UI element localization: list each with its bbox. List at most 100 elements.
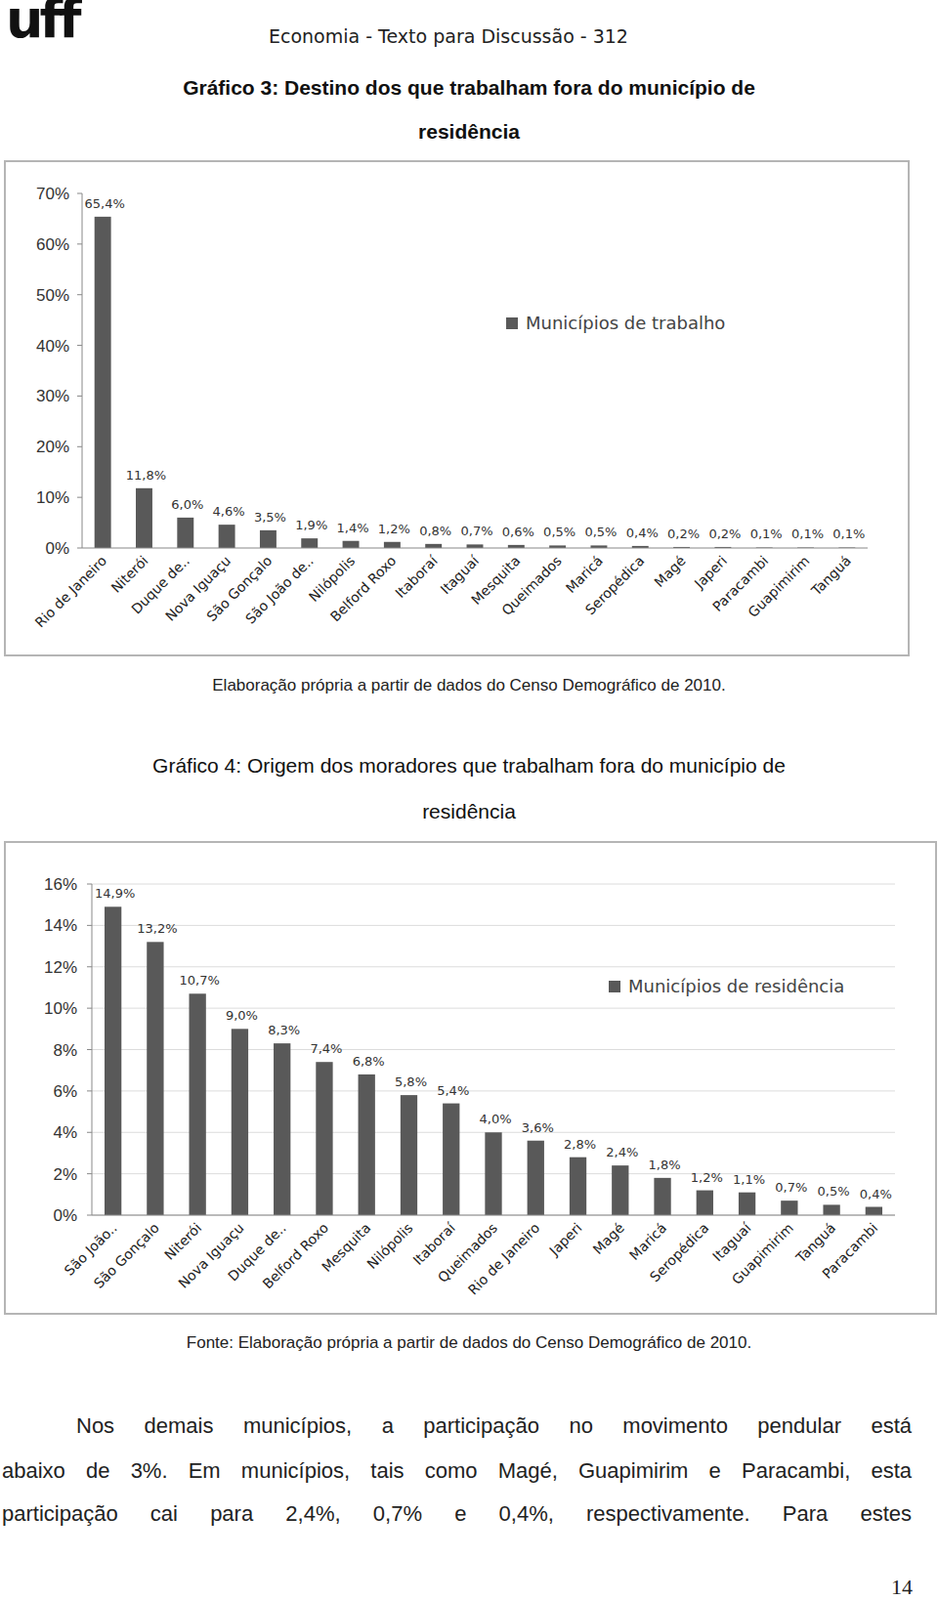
bar (442, 1104, 460, 1216)
category-label: Itaboraí (391, 552, 441, 601)
data-label: 1,9% (295, 517, 328, 533)
data-label: 0,4% (626, 525, 659, 541)
data-label: 0,1% (750, 526, 783, 542)
bar (104, 906, 122, 1216)
category-label: Belford Roxo (327, 553, 400, 626)
bar (611, 1165, 629, 1216)
data-label: 0,2% (667, 526, 700, 542)
tick-label: 10% (36, 488, 70, 508)
tick-mark (86, 1049, 92, 1051)
bar (822, 1204, 840, 1216)
data-label: 1,1% (732, 1172, 766, 1188)
data-label: 0,2% (708, 526, 741, 542)
tick-label: 20% (36, 437, 70, 457)
chart-frame (4, 842, 937, 1315)
tick-label: 8% (52, 1041, 78, 1061)
legend-swatch (506, 317, 518, 330)
bar (358, 1074, 376, 1216)
data-label: 8,3% (267, 1023, 300, 1038)
bar (315, 1062, 333, 1216)
tick-label: 16% (43, 875, 78, 895)
data-label: 4,0% (478, 1111, 512, 1127)
tick-mark (86, 1132, 92, 1134)
tick-mark (77, 548, 83, 550)
tick-mark (77, 243, 83, 245)
data-label: 2,8% (563, 1137, 597, 1152)
bar (865, 1207, 883, 1216)
category-label: Mesquita (318, 1220, 374, 1276)
tick-mark (77, 395, 83, 397)
data-label: 1,8% (648, 1157, 682, 1173)
data-label: 1,2% (690, 1170, 724, 1186)
tick-mark (77, 294, 83, 296)
grid-line (91, 1090, 896, 1092)
bar (425, 544, 442, 549)
tick-mark (77, 344, 83, 346)
data-label: 0,6% (502, 524, 535, 540)
category-label: Queimados (498, 553, 564, 619)
category-label: São João de.. (242, 553, 317, 628)
bar (400, 1095, 418, 1216)
data-label: 6,8% (352, 1054, 385, 1069)
data-label: 0,8% (419, 523, 452, 539)
tick-label: 2% (52, 1165, 78, 1185)
tick-label: 4% (52, 1123, 78, 1143)
category-label: Magé (650, 553, 688, 591)
category-label: Tanguá (808, 553, 854, 599)
bars (104, 906, 883, 1216)
bar (342, 541, 360, 549)
tick-mark (77, 497, 83, 499)
bar (231, 1028, 249, 1216)
tick-label: 40% (36, 337, 70, 356)
data-label: 1,2% (378, 521, 411, 537)
bar (189, 993, 207, 1216)
category-label: Guapimirim (728, 1220, 797, 1288)
category-label: Japeri (690, 553, 730, 593)
bar (527, 1141, 545, 1216)
bar (569, 1157, 587, 1216)
tick-mark (86, 1090, 92, 1092)
data-label: 11,8% (126, 468, 167, 483)
data-label: 0,5% (543, 524, 576, 540)
paragraph-line: abaixo de 3%. Em municípios, tais como M… (1, 1458, 912, 1485)
grid-line (91, 1215, 896, 1217)
data-label: 4,6% (213, 504, 246, 519)
chart-title: residência (0, 800, 938, 824)
tick-label: 0% (44, 539, 70, 558)
chart-title: Gráfico 4: Origem dos moradores que trab… (0, 754, 938, 778)
data-label: 0,5% (817, 1184, 851, 1199)
category-label: Japeri (545, 1220, 585, 1260)
category-label: Belford Roxo (258, 1220, 332, 1293)
data-label: 5,4% (436, 1083, 469, 1099)
grid-line (91, 966, 896, 968)
data-label: 0,5% (584, 524, 617, 540)
chart: 0%10%20%30%40%50%60%70%65,4%11,8%6,0%4,6… (4, 161, 909, 656)
tick-mark (86, 925, 92, 927)
bar (653, 1178, 671, 1216)
data-label: 1,4% (337, 520, 370, 536)
bar (300, 538, 318, 549)
grid-line (91, 925, 896, 927)
category-label: Magé (590, 1220, 628, 1258)
data-label: 9,0% (225, 1008, 258, 1024)
tick-label: 10% (43, 999, 78, 1019)
x-axis (82, 548, 868, 550)
bar (135, 488, 153, 549)
tick-mark (77, 446, 83, 448)
data-label: 3,5% (254, 510, 287, 525)
data-label: 14,9% (94, 886, 135, 901)
data-label: 6,0% (170, 497, 204, 512)
data-label: 2,4% (605, 1145, 639, 1160)
tick-label: 0% (52, 1206, 78, 1226)
data-label: 0,1% (832, 526, 865, 542)
grid-line (91, 884, 896, 886)
legend-swatch (608, 980, 621, 993)
bar (94, 216, 112, 549)
tick-label: 70% (36, 184, 70, 204)
tick-mark (86, 1008, 92, 1010)
category-label: Seropédica (646, 1220, 713, 1286)
tick-label: 50% (36, 286, 70, 305)
data-label: 5,8% (394, 1074, 427, 1090)
tick-mark (86, 966, 92, 968)
category-label: Paracambi (818, 1220, 881, 1282)
